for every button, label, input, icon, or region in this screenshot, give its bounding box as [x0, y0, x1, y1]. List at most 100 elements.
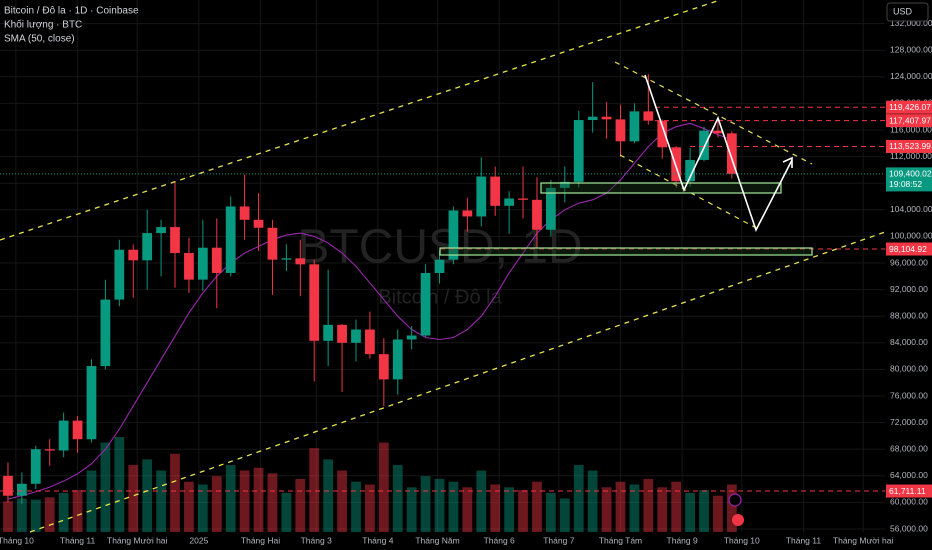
volume-bar	[406, 487, 417, 532]
candle-body	[629, 111, 640, 142]
chart-title: Bitcoin / Đô la · 1D · Coinbase	[4, 6, 139, 17]
x-tick-label: Tháng 11	[60, 535, 96, 545]
x-tick-label: Tháng 10	[0, 535, 34, 545]
candle-body	[30, 449, 41, 484]
candle-body	[643, 111, 654, 121]
volume-bar	[337, 470, 347, 532]
volume-bar	[699, 490, 709, 532]
level-tag	[886, 484, 932, 498]
candle-body	[546, 187, 556, 230]
drawings	[0, 0, 886, 533]
wedge-top	[614, 61, 813, 165]
volume-bar	[504, 487, 514, 532]
candle-body	[365, 329, 375, 355]
candle-body	[225, 206, 236, 273]
candle-body	[518, 198, 528, 200]
candle-body	[197, 247, 208, 280]
y-tick-label: 100,000.00	[890, 231, 932, 241]
volume-bar	[378, 442, 389, 532]
volume-bar	[573, 464, 584, 532]
candle-body	[17, 483, 27, 496]
volume-bar	[225, 464, 236, 532]
y-tick-label: 84,000.00	[890, 337, 928, 347]
volume-bar	[30, 499, 41, 532]
support-zone	[439, 247, 813, 256]
volume-bar	[114, 437, 125, 532]
candle-body	[337, 324, 347, 343]
x-tick-label: Tháng 10	[724, 535, 760, 545]
y-tick-label: 96,000.00	[890, 257, 928, 267]
candle-body	[378, 354, 389, 380]
volume-bar	[58, 492, 69, 532]
candle-body	[559, 181, 570, 188]
candle-body	[671, 147, 682, 182]
candle-body	[267, 227, 278, 260]
volume-bar	[559, 498, 570, 532]
x-tick-label: Tháng Tám	[599, 535, 642, 545]
volume-bar	[726, 484, 737, 532]
candle-body	[44, 449, 55, 451]
volume-bar	[197, 484, 208, 532]
candle-body	[726, 133, 737, 174]
candle-body	[295, 258, 306, 265]
volume-bar	[309, 448, 320, 532]
x-tick-label: Tháng 6	[484, 535, 515, 545]
volume-bar	[365, 484, 375, 532]
volume-bar	[685, 492, 695, 532]
y-tick-label: 68,000.00	[890, 443, 928, 453]
event-icon[interactable]	[728, 493, 742, 507]
candle-body	[476, 176, 487, 217]
candle-body	[699, 130, 709, 160]
candle-body	[462, 210, 473, 217]
candle-body	[100, 299, 111, 367]
candle-body	[601, 116, 612, 120]
candle-body	[323, 324, 334, 341]
candle-body	[615, 119, 626, 142]
x-tick-label: Tháng 11	[786, 535, 822, 545]
watermark-sub: Bitcoin / Đô la	[378, 286, 502, 308]
volume-bar	[657, 487, 668, 532]
candle-body	[309, 264, 320, 341]
candle-body	[420, 272, 431, 336]
candle-body	[587, 116, 598, 121]
volume-bar	[629, 484, 640, 532]
candle-body	[184, 253, 194, 280]
arrow-head	[782, 156, 793, 168]
candle-body	[490, 176, 501, 206]
sma-line	[7, 122, 733, 500]
x-tick-label: Tháng 7	[543, 535, 574, 545]
volume-bar	[72, 490, 83, 532]
candle-body	[406, 335, 417, 340]
volume-bar	[170, 453, 180, 532]
y-tick-label: 72,000.00	[890, 417, 928, 427]
wedge-bottom	[619, 154, 761, 231]
candle-body	[114, 249, 125, 300]
currency-button[interactable]	[886, 2, 929, 22]
volume-bar	[267, 473, 278, 532]
y-tick-label: 128,000.00	[890, 44, 932, 54]
volume-bar	[44, 497, 55, 532]
volume-bar	[546, 492, 556, 532]
x-tick-label: Tháng Mười hai	[833, 535, 894, 545]
event-icon[interactable]	[732, 514, 744, 526]
x-tick-label: Tháng 3	[301, 535, 332, 545]
candle-body	[281, 258, 292, 260]
y-tick-label: 60,000.00	[890, 497, 928, 507]
candle-body	[685, 159, 695, 182]
volume-bar	[615, 481, 626, 532]
currency-label: USD	[893, 6, 913, 16]
channel-lower	[29, 231, 886, 533]
level-tag	[886, 139, 932, 153]
candle-body	[86, 366, 97, 440]
volume-bar	[532, 481, 542, 532]
volume-bar	[17, 498, 27, 532]
y-tick-label: 76,000.00	[890, 390, 928, 400]
y-tick-label: 56,000.00	[890, 523, 928, 533]
y-tick-label: 104,000.00	[890, 204, 932, 214]
volume-label: Khối lượng · BTC	[4, 19, 82, 31]
candle-body	[128, 249, 139, 261]
volume-bar	[323, 459, 334, 532]
volume-bar	[587, 470, 598, 532]
sma-label: SMA (50, close)	[4, 34, 75, 45]
